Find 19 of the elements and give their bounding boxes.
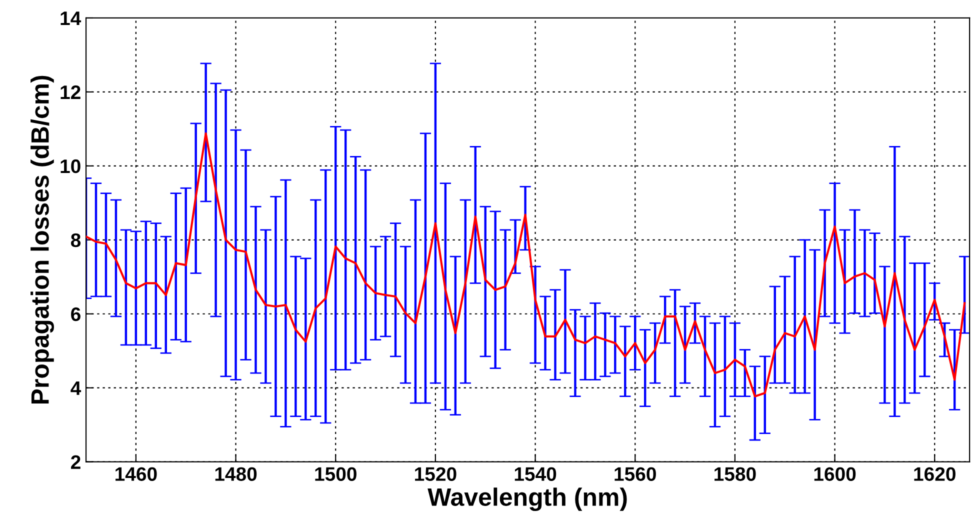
x-tick-label: 1500	[315, 467, 356, 481]
y-tick-label: 4	[70, 382, 82, 395]
y-tick-label: 2	[71, 455, 80, 469]
x-tick-label: 1620	[914, 467, 956, 481]
y-axis-title: Propagation losses (dB/cm)	[30, 76, 54, 404]
y-tick-label: 8	[70, 233, 81, 248]
x-tick-label: 1460	[116, 467, 157, 481]
x-tick-label: 1580	[714, 467, 756, 481]
x-tick-label: 1560	[614, 467, 656, 481]
x-tick-label: 1520	[415, 467, 456, 481]
y-tick-label: 12	[60, 85, 80, 100]
x-axis-title: Wavelength (nm)	[428, 488, 627, 511]
x-tick-label: 1540	[514, 467, 556, 481]
x-tick-label: 1600	[814, 467, 856, 481]
x-tick-label: 1480	[215, 467, 257, 481]
y-tick-label: 10	[60, 159, 80, 174]
y-tick-label: 6	[71, 307, 80, 322]
line-series	[86, 132, 966, 398]
y-tick-label: 14	[60, 12, 82, 26]
